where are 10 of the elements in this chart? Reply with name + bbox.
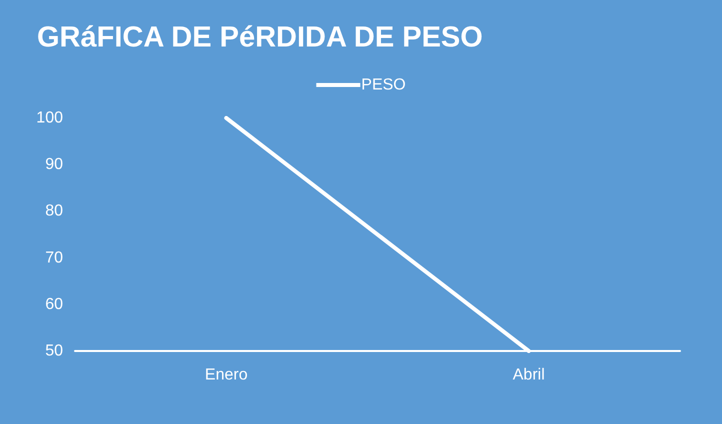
x-tick-label: Abril — [512, 366, 545, 384]
y-tick-label: 70 — [45, 249, 64, 266]
chart-title: GRáFICA DE PéRDIDA DE PESO — [37, 22, 483, 54]
y-tick-label: 90 — [45, 156, 64, 174]
y-tick-label: 100 — [36, 110, 64, 126]
legend-label: PESO — [361, 76, 406, 94]
y-tick-label: 80 — [45, 202, 64, 220]
x-tick-label: Enero — [204, 366, 248, 384]
y-tick-label: 60 — [45, 296, 64, 313]
y-tick-label: 50 — [45, 342, 64, 360]
